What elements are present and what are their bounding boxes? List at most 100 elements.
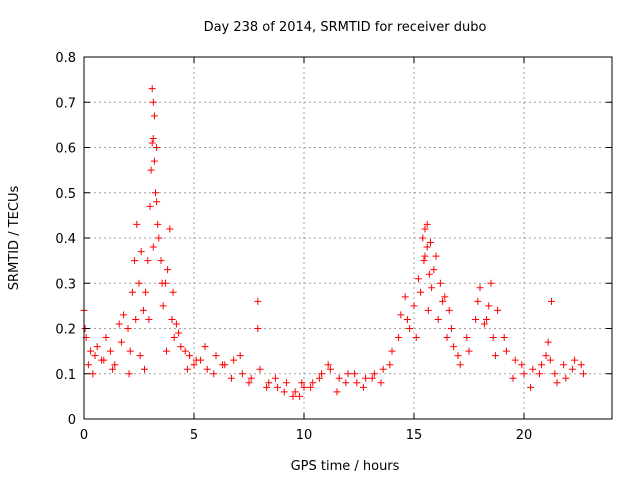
data-point [296,392,304,400]
data-point [150,157,158,165]
data-point [353,379,361,387]
data-point [560,361,568,369]
data-point [412,334,420,342]
x-tick-label: 10 [296,428,313,443]
data-point [254,297,262,305]
data-point [420,257,428,265]
data-point [136,352,144,360]
data-point [430,266,438,274]
data-point [124,325,132,332]
data-point [518,361,526,369]
data-point [439,297,447,305]
data-point [423,243,431,251]
data-point [280,388,288,396]
data-point [181,347,189,355]
data-point [491,352,499,360]
data-point [509,374,517,382]
data-point [419,234,427,242]
grid-lines [84,57,612,419]
data-point [126,347,134,355]
data-point [520,370,528,378]
data-point [128,288,136,296]
data-point [424,306,432,314]
data-point [152,189,159,197]
plot-frame [83,56,613,420]
data-point [487,279,495,287]
data-point [445,306,453,314]
data-point [432,252,440,260]
data-point [163,347,170,355]
data-point [137,248,145,256]
data-point [133,220,141,228]
data-point [529,365,537,373]
data-point [379,365,387,373]
data-point [577,361,585,369]
data-point [395,334,403,342]
data-point [309,379,317,387]
data-point [282,379,290,387]
data-point [150,112,158,120]
data-point [333,388,341,396]
data-point [166,225,174,233]
data-point [502,347,510,355]
data-point [87,347,95,355]
data-point [474,297,482,305]
data-point [120,311,128,319]
data-point [568,365,576,373]
data-point [368,374,376,382]
data-point [254,325,262,332]
data-point [271,374,279,382]
data-point [551,370,559,378]
data-point [403,315,411,323]
data-point [106,347,114,355]
x-axis-label: GPS time / hours [291,459,400,474]
data-point [210,370,218,378]
data-point [562,374,570,382]
data-point [230,356,238,364]
data-point [344,370,352,378]
data-point [335,374,343,382]
y-tick-label: 0.3 [55,277,76,292]
data-point [172,320,180,328]
data-point [388,347,396,355]
data-point [441,293,449,301]
data-point [115,320,123,328]
data-point [542,352,550,360]
y-tick-label: 0.4 [55,232,76,247]
data-point [386,361,394,369]
data-point [315,374,323,382]
data-point [263,383,271,391]
data-point [170,334,178,342]
data-point [219,361,227,369]
data-point [109,365,117,373]
data-point [450,343,458,351]
data-point [145,315,153,323]
data-point [410,302,418,310]
x-tick-label: 0 [80,428,88,443]
data-point [155,234,163,242]
data-point [489,334,497,342]
data-point [377,379,385,387]
data-point [139,306,147,314]
data-point [183,365,191,373]
data-point [318,370,326,378]
data-point [146,202,154,210]
data-point [546,356,554,364]
tick-labels: 0 5 10 15 20 0 0.1 0.2 0.3 0.4 0.5 0.6 0.7 0.8 [55,51,532,443]
data-point [159,302,167,310]
data-point [131,257,139,265]
data-point [538,361,546,369]
data-point [256,365,264,373]
data-point [397,311,405,319]
data-point [500,334,508,342]
data-point [149,134,157,142]
data-point [324,361,332,369]
data-point [135,279,143,287]
data-point [148,85,156,93]
data-point [141,365,148,373]
data-point [527,383,535,391]
data-point [100,356,108,364]
data-point [463,334,471,342]
data-point [265,379,273,387]
